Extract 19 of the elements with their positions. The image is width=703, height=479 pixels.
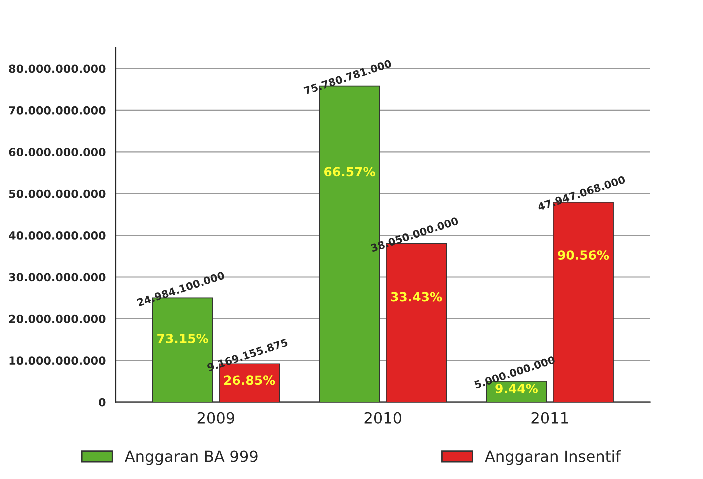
legend-label: Anggaran Insentif — [485, 450, 622, 466]
y-tick-label: 70.000.000.000 — [9, 106, 106, 115]
annotation: 26.85% — [224, 376, 276, 386]
y-tick-label: 10.000.000.000 — [10, 356, 106, 366]
annotation: 33.43% — [391, 292, 442, 302]
x-tick-label: 2011 — [532, 412, 568, 424]
y-tick-label: 40.000.000.000 — [9, 232, 106, 240]
legend-label: Anggaran BA 999 — [124, 450, 258, 466]
annotation: 66.57% — [324, 167, 376, 177]
y-tick-label: 50.000.000.000 — [9, 190, 106, 198]
x-tick-label: 2009 — [198, 412, 235, 424]
annotation: 73.15% — [158, 334, 208, 344]
y-tick-label: 30.000.000.000 — [9, 273, 106, 282]
y-tick-label: 20.000.000.000 — [9, 314, 106, 324]
y-tick-label: 80.000.000.000 — [9, 64, 106, 74]
y-tick-label: 0 — [99, 398, 106, 407]
x-tick-label: 2010 — [364, 412, 402, 424]
annotation: 90.56% — [558, 250, 610, 260]
y-tick-label: 60.000.000.000 — [9, 148, 106, 157]
